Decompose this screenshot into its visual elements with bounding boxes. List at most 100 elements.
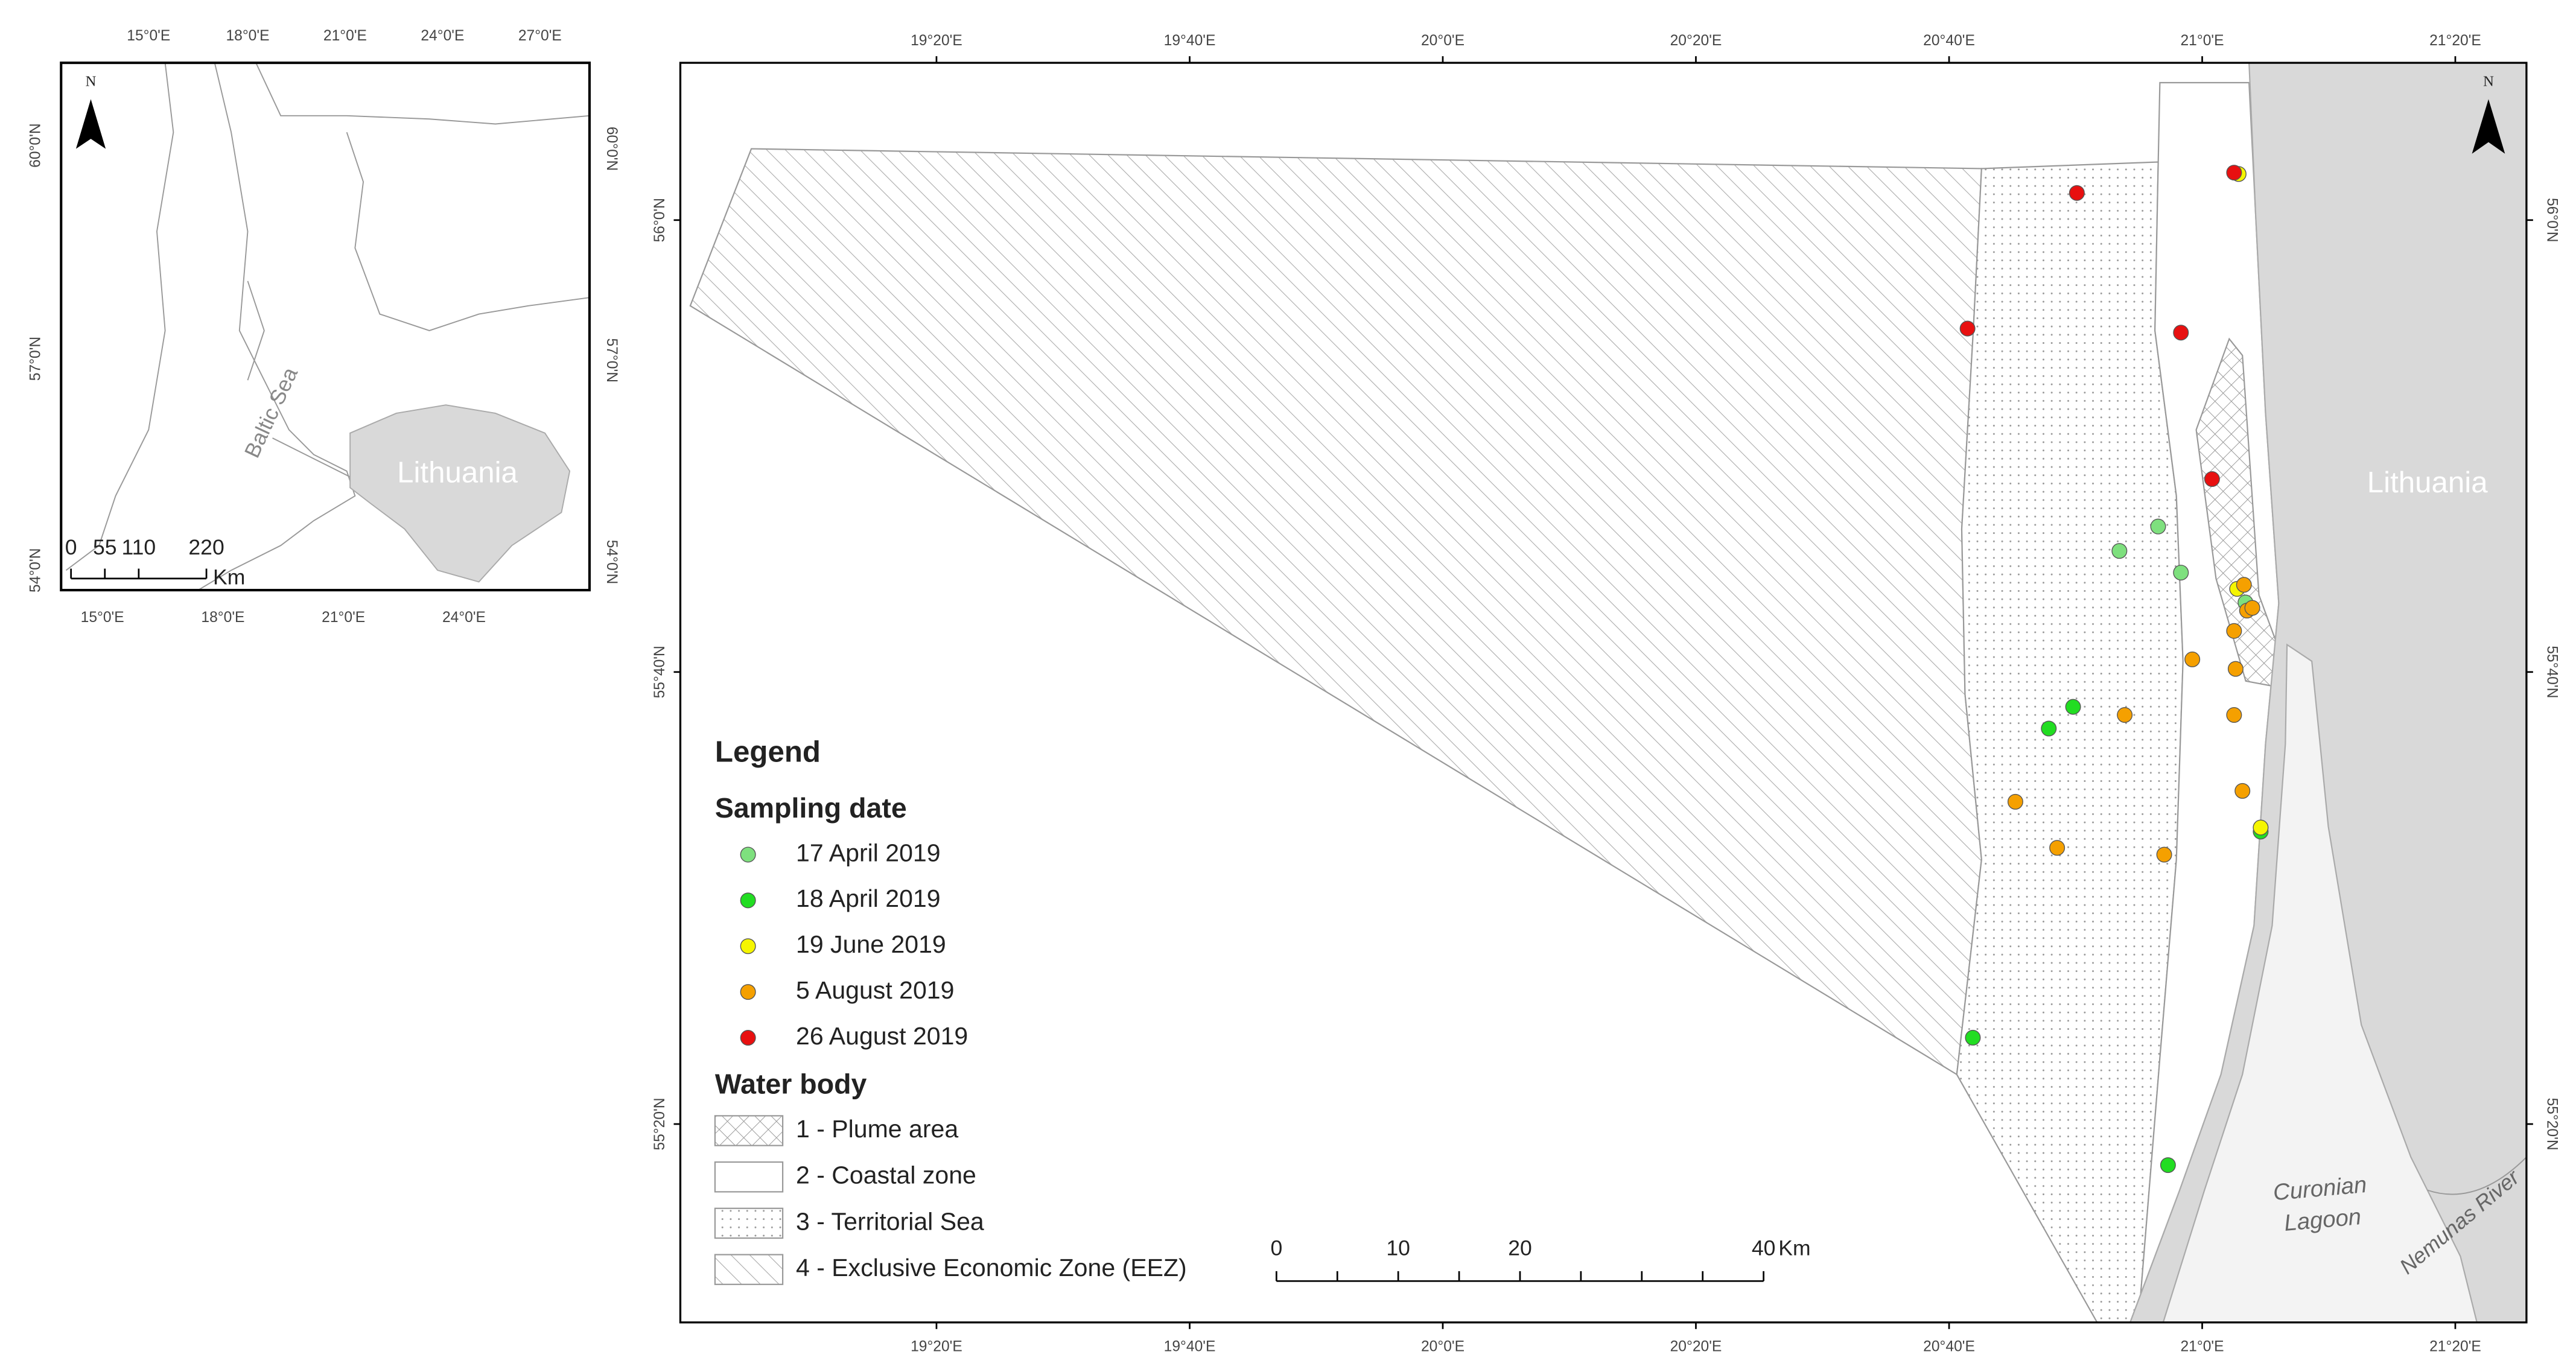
legend-label: 2 - Coastal zone	[796, 1161, 976, 1189]
x-tick-label: 20°0'E	[1421, 1338, 1465, 1355]
sampling-point	[2150, 518, 2166, 535]
north-arrow	[2472, 99, 2505, 154]
inset-scale-label: 55	[93, 535, 117, 559]
sampling-point	[2204, 471, 2220, 488]
y-tick-label: 56°0'N	[2543, 198, 2560, 242]
scale-label: 40	[1752, 1236, 1776, 1260]
legend-label: 5 August 2019	[796, 976, 954, 1004]
country-label: Lithuania	[2367, 466, 2488, 499]
inset-lat-tick: 57°0'N	[28, 337, 44, 381]
inset-lat-tick: 60°0'N	[28, 123, 44, 167]
inset-scale-label: 220	[188, 535, 224, 559]
inset-lat-tick: 54°0'N	[603, 540, 620, 584]
legend-label: 1 - Plume area	[796, 1115, 958, 1143]
y-tick-label: 55°40'N	[652, 646, 668, 698]
sampling-point	[2041, 720, 2057, 737]
sampling-point	[2069, 185, 2085, 201]
sampling-point	[2173, 565, 2189, 581]
legend-label: 4 - Exclusive Economic Zone (EEZ)	[796, 1254, 1187, 1281]
sampling-point	[2184, 651, 2201, 667]
sampling-point	[2226, 707, 2242, 723]
legend-marker	[740, 892, 756, 909]
river-line	[2427, 1157, 2527, 1195]
inset-lat-tick: 60°0'N	[603, 127, 620, 171]
inset-lon-tick: 27°0'E	[518, 28, 562, 44]
legend-marker	[740, 984, 756, 1000]
main-geography	[689, 63, 2527, 1323]
x-tick-label: 20°20'E	[1670, 1338, 1722, 1355]
sampling-point	[1959, 320, 1976, 337]
inset-scale-unit: Km	[213, 565, 245, 589]
sampling-point	[2227, 661, 2244, 677]
inset-geography	[65, 63, 590, 591]
sampling-point	[2049, 840, 2066, 856]
x-tick-label: 21°20'E	[2429, 1338, 2481, 1355]
north-label: N	[86, 74, 97, 90]
x-tick-label: 19°40'E	[1164, 1338, 1216, 1355]
legend-label: 26 August 2019	[796, 1022, 968, 1050]
inset-lat-tick: 54°0'N	[28, 548, 44, 592]
water-body-title: Water body	[715, 1068, 867, 1099]
x-tick-label: 20°0'E	[1421, 33, 1465, 49]
inset-lon-tick: 18°0'E	[201, 609, 244, 626]
sampling-point	[2111, 543, 2128, 559]
main-frame	[679, 62, 2528, 1324]
legend-swatch	[714, 1115, 784, 1146]
sampling-point	[2007, 793, 2023, 810]
x-tick-label: 20°40'E	[1923, 33, 1975, 49]
inset-lon-tick: 15°0'E	[81, 609, 124, 626]
inset-lon-tick: 21°0'E	[322, 609, 365, 626]
scale-label: 10	[1386, 1236, 1410, 1260]
inset-lon-tick: 15°0'E	[127, 28, 170, 44]
sampling-point	[2226, 165, 2242, 181]
sampling-point	[2244, 600, 2260, 616]
y-tick-label: 55°40'N	[2543, 646, 2560, 698]
sampling-point	[2253, 819, 2269, 836]
legend-marker	[740, 1030, 756, 1046]
legend-label: 17 April 2019	[796, 839, 941, 866]
inset-lat-tick: 57°0'N	[603, 338, 620, 383]
sampling-point	[2173, 325, 2189, 341]
scale-label: 20	[1508, 1236, 1532, 1260]
inset-map: N Baltic Sea Lithuania	[60, 62, 591, 592]
legend-swatch	[714, 1207, 784, 1239]
x-tick-label: 21°20'E	[2429, 33, 2481, 49]
legend-swatch	[714, 1161, 784, 1193]
inset-lon-tick: 21°0'E	[323, 28, 367, 44]
inset-scale-label: 0	[65, 535, 77, 559]
inset-scale-label: 110	[122, 535, 156, 559]
sampling-point	[2160, 1157, 2176, 1174]
curonian-lagoon	[2162, 643, 2478, 1323]
sampling-point	[2117, 707, 2133, 723]
land	[2129, 63, 2527, 1323]
inset-lon-tick: 18°0'E	[226, 28, 269, 44]
scale-label: 0	[1270, 1236, 1282, 1260]
x-tick-label: 19°20'E	[911, 1338, 962, 1355]
north-arrow	[75, 99, 106, 149]
y-tick-label: 55°20'N	[2543, 1097, 2560, 1150]
legend-marker	[740, 846, 756, 863]
sampling-point	[2226, 623, 2242, 639]
x-tick-label: 20°40'E	[1923, 1338, 1975, 1355]
x-tick-label: 20°20'E	[1670, 33, 1722, 49]
inset-lon-tick: 24°0'E	[421, 28, 464, 44]
legend-label: 3 - Territorial Sea	[796, 1207, 984, 1235]
sampling-point	[1965, 1029, 1981, 1046]
x-tick-label: 19°40'E	[1164, 33, 1216, 49]
sampling-point	[2156, 846, 2172, 863]
legend-marker	[740, 938, 756, 954]
scale-unit: Km	[1778, 1236, 1810, 1260]
north-label: N	[2483, 74, 2494, 90]
y-tick-label: 55°20'N	[652, 1097, 668, 1150]
y-tick-label: 56°0'N	[652, 198, 668, 242]
legend-label: 19 June 2019	[796, 930, 946, 958]
x-tick-label: 21°0'E	[2181, 33, 2224, 49]
inset-frame	[60, 62, 591, 592]
legend-subtitle: Sampling date	[715, 792, 907, 824]
sampling-point	[2065, 699, 2081, 715]
sampling-point	[2234, 783, 2251, 799]
main-map: N Lithuania CuronianLagoon Nemunas River…	[679, 62, 2528, 1324]
x-tick-label: 19°20'E	[911, 33, 962, 49]
lithuania-shape	[349, 404, 571, 583]
